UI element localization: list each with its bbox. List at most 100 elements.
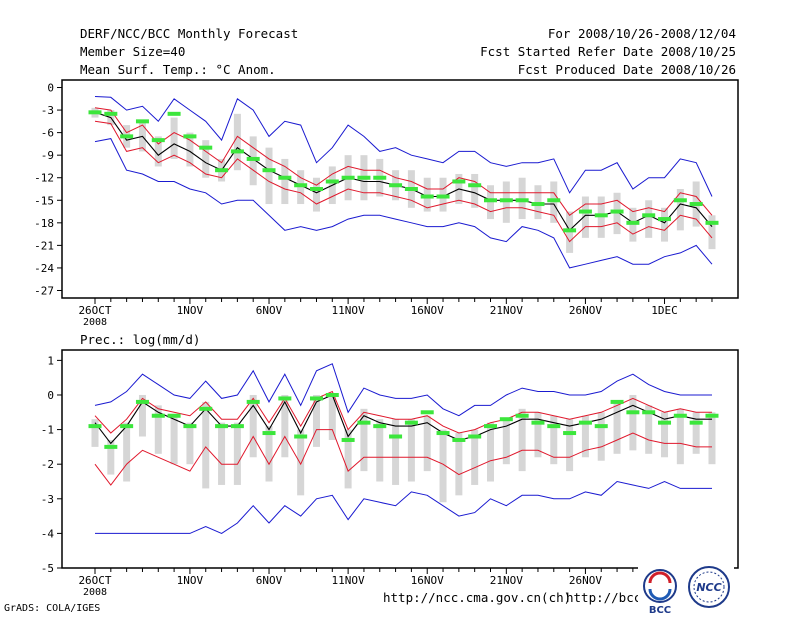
median-marker [294, 434, 308, 439]
chart-title: DERF/NCC/BCC Monthly Forecast [80, 26, 299, 41]
median-marker [151, 138, 165, 143]
spread-box [645, 200, 653, 238]
median-marker [341, 437, 355, 442]
median-marker [88, 424, 102, 429]
variable-label: Mean Surf. Temp.: °C Anom. [80, 62, 276, 77]
ncc-logo: NCC [688, 566, 730, 608]
y-tick-label: 0 [47, 82, 54, 95]
median-marker [104, 111, 118, 116]
spread-box [566, 419, 574, 472]
series-mean-line [94, 394, 712, 445]
median-marker [215, 424, 229, 429]
ncc-url-link[interactable]: http://ncc.cma.gov.cn(ch) [383, 590, 572, 605]
median-marker [309, 396, 323, 401]
median-marker [215, 168, 229, 173]
spread-box [676, 189, 684, 231]
spread-box [692, 412, 700, 454]
spread-box [233, 113, 241, 171]
median-marker [120, 424, 134, 429]
median-marker [246, 156, 260, 161]
x-tick-label: 1NOV [177, 574, 204, 587]
produced-date: Fcst Produced Date 2008/10/26 [517, 62, 736, 77]
series-upper-line [94, 390, 712, 434]
spread-box [186, 132, 194, 167]
member-size-label: Member Size=40 [80, 44, 186, 59]
median-marker [515, 413, 529, 418]
spread-box [281, 394, 289, 458]
spread-box [645, 405, 653, 454]
spread-box [170, 415, 178, 465]
x-tick-label: 16NOV [411, 574, 444, 587]
spread-box [661, 412, 669, 458]
x-tick-label: 1NOV [177, 304, 204, 317]
spread-box [613, 401, 621, 454]
spread-box [281, 158, 289, 205]
median-marker [594, 213, 608, 218]
spread-box [676, 408, 684, 465]
spread-box [597, 412, 605, 461]
spread-box [487, 422, 494, 482]
spread-box [392, 419, 400, 485]
spread-box [328, 394, 336, 440]
median-marker [658, 217, 672, 222]
spread-box [518, 408, 526, 472]
median-marker [594, 424, 608, 429]
median-marker [563, 431, 577, 436]
median-marker [610, 399, 624, 404]
median-marker [468, 434, 482, 439]
median-marker [642, 213, 656, 218]
spread-box [455, 433, 463, 496]
start-date: Fcst Started Refer Date 2008/10/25 [480, 44, 736, 59]
y-tick-label: -1 [41, 424, 54, 437]
series-lower-line [94, 120, 713, 243]
spread-box [186, 422, 194, 465]
x-tick-label: 26NOV [569, 574, 602, 587]
spread-box [265, 147, 273, 205]
spread-box [344, 429, 352, 489]
median-marker [325, 179, 339, 184]
spread-box [708, 215, 716, 250]
median-marker [183, 424, 197, 429]
bcc-url-link[interactable]: http://bcc.c [566, 590, 657, 605]
spread-box [708, 412, 716, 465]
spread-box [423, 415, 431, 472]
x-tick-label: 21NOV [490, 304, 523, 317]
median-marker [689, 202, 703, 207]
median-marker [262, 431, 276, 436]
median-marker [246, 399, 260, 404]
median-marker [673, 413, 687, 418]
logo-area: BCC NCC [638, 565, 734, 616]
median-marker [357, 420, 371, 425]
x-tick-label: 21NOV [490, 574, 523, 587]
median-marker [705, 413, 719, 418]
spread-box [581, 196, 589, 238]
median-marker [547, 198, 561, 203]
median-marker [341, 175, 355, 180]
median-marker [199, 145, 213, 150]
y-tick-label: -9 [41, 149, 54, 162]
y-tick-label: -12 [34, 172, 54, 185]
median-marker [578, 420, 592, 425]
median-marker [294, 183, 308, 188]
x-tick-label: 6NOV [256, 304, 283, 317]
spread-box [471, 429, 479, 485]
median-marker [404, 420, 418, 425]
spread-box [534, 412, 542, 458]
x-tick-label: 11NOV [332, 304, 365, 317]
median-marker [499, 417, 513, 422]
y-tick-label: 0 [47, 389, 54, 402]
median-marker [499, 198, 513, 203]
median-marker [610, 209, 624, 214]
spread-box [154, 136, 162, 167]
median-marker [642, 410, 656, 415]
spread-box [202, 401, 210, 489]
median-marker [420, 410, 434, 415]
median-marker [436, 194, 450, 199]
x-tick-label: 26NOV [569, 304, 602, 317]
median-marker [167, 111, 181, 116]
forecast-period: For 2008/10/26-2008/12/04 [547, 26, 736, 41]
median-marker [436, 431, 450, 436]
median-marker [452, 179, 466, 184]
median-marker [626, 220, 640, 225]
